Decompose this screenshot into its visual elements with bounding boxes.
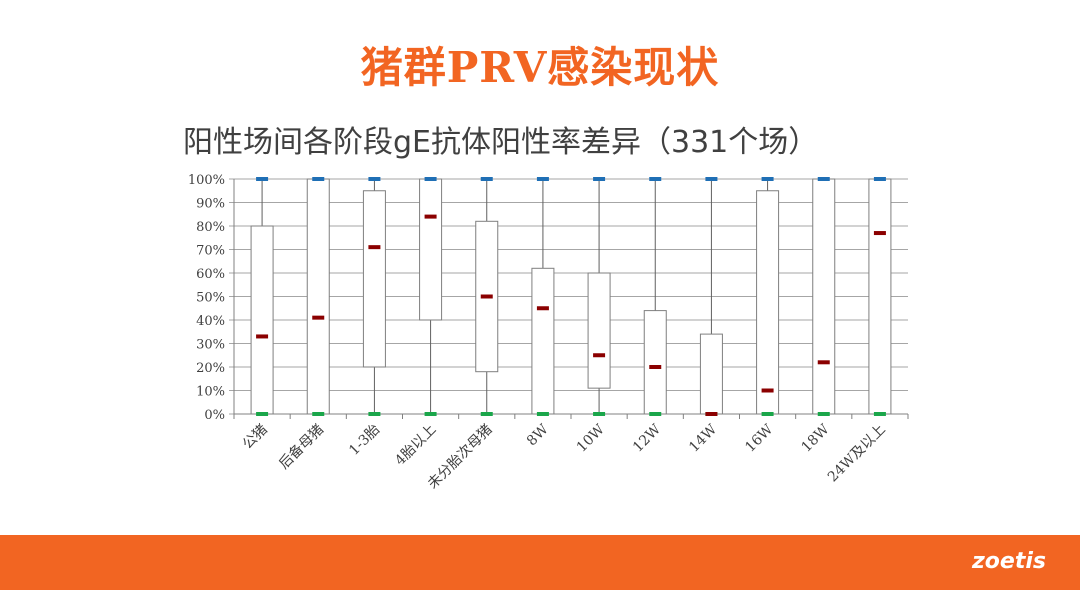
median-marker	[256, 334, 269, 339]
box	[587, 272, 611, 389]
x-tick-label: 16W	[742, 421, 777, 456]
zoetis-logo: zoetis	[972, 549, 1046, 574]
box	[643, 310, 667, 415]
median-marker	[312, 315, 325, 320]
box	[812, 178, 836, 415]
min-marker	[536, 412, 549, 416]
median-marker	[593, 353, 606, 358]
min-marker	[649, 412, 662, 416]
chart-title: 阳性场间各阶段gE抗体阳性率差异（331个场）	[183, 125, 819, 160]
x-tick-label: 8W	[524, 421, 552, 449]
box	[306, 178, 330, 415]
median-marker	[649, 365, 662, 369]
min-marker	[312, 412, 325, 416]
box	[699, 333, 723, 415]
median-marker	[817, 360, 830, 365]
median-marker	[368, 245, 381, 250]
box	[868, 178, 892, 415]
footer-bar: zoetis	[0, 535, 1080, 590]
max-marker	[761, 177, 774, 181]
y-tick-label: 20%	[196, 361, 225, 376]
min-marker	[256, 412, 269, 416]
min-marker	[761, 412, 774, 416]
max-marker	[424, 177, 437, 181]
max-marker	[480, 177, 493, 181]
max-marker	[649, 177, 662, 181]
x-tick-label: 4胎以上	[392, 422, 439, 469]
y-tick-label: 80%	[196, 220, 225, 235]
y-tick-label: 0%	[204, 408, 225, 423]
median-marker	[480, 294, 493, 299]
y-tick-label: 60%	[196, 267, 225, 282]
x-tick-label: 14W	[686, 421, 721, 456]
box	[250, 225, 274, 415]
max-marker	[368, 177, 381, 181]
median-marker	[424, 214, 437, 219]
x-tick-label: 1-3胎	[346, 422, 383, 459]
box	[531, 267, 555, 415]
box	[756, 190, 780, 415]
y-tick-label: 70%	[196, 244, 225, 259]
y-tick-label: 30%	[196, 338, 225, 353]
max-marker	[817, 177, 830, 181]
median-marker	[536, 306, 549, 311]
slide-title: 猪群PRV感染现状	[360, 43, 720, 92]
max-marker	[256, 177, 269, 181]
boxplot-chart: 0% 10% 20% 30% 40% 50% 60% 70% 80% 90% 100% 公猪 后备母猪 1…	[188, 173, 909, 492]
x-tick-label: 18W	[798, 421, 833, 456]
min-marker	[593, 412, 606, 416]
min-marker	[873, 412, 886, 416]
x-tick-label: 12W	[630, 421, 665, 456]
max-marker	[593, 177, 606, 181]
x-tick-label: 公猪	[240, 422, 271, 453]
min-marker	[424, 412, 437, 416]
y-tick-label: 50%	[196, 291, 225, 306]
y-tick-label: 90%	[196, 197, 225, 212]
min-marker	[368, 412, 381, 416]
x-tick-label: 后备母猪	[275, 421, 327, 473]
x-tick-label: 24W及以上	[825, 422, 889, 486]
x-tick-label: 10W	[574, 421, 609, 456]
median-marker	[761, 388, 774, 393]
y-tick-label: 40%	[196, 314, 225, 329]
median-marker	[705, 412, 718, 416]
min-marker	[480, 412, 493, 416]
min-marker	[817, 412, 830, 416]
max-marker	[312, 177, 325, 181]
y-tick-label: 100%	[188, 173, 225, 188]
max-marker	[536, 177, 549, 181]
max-marker	[705, 177, 718, 181]
max-marker	[873, 177, 886, 181]
median-marker	[873, 231, 886, 236]
box	[419, 178, 443, 321]
box	[362, 190, 386, 368]
y-tick-label: 10%	[196, 385, 225, 400]
